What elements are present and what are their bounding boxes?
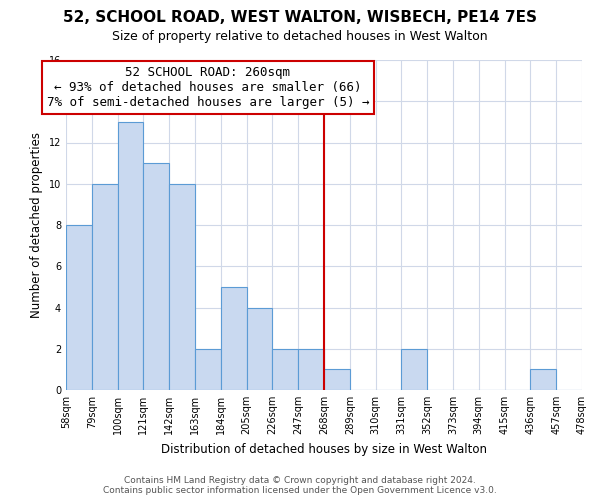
Bar xyxy=(298,349,324,390)
Bar xyxy=(221,287,247,390)
Bar xyxy=(195,349,221,390)
Text: 52, SCHOOL ROAD, WEST WALTON, WISBECH, PE14 7ES: 52, SCHOOL ROAD, WEST WALTON, WISBECH, P… xyxy=(63,10,537,25)
X-axis label: Distribution of detached houses by size in West Walton: Distribution of detached houses by size … xyxy=(161,442,487,456)
Text: Size of property relative to detached houses in West Walton: Size of property relative to detached ho… xyxy=(112,30,488,43)
Bar xyxy=(118,122,143,390)
Bar xyxy=(272,349,298,390)
Text: Contains HM Land Registry data © Crown copyright and database right 2024.
Contai: Contains HM Land Registry data © Crown c… xyxy=(103,476,497,495)
Bar xyxy=(247,308,272,390)
Bar xyxy=(530,370,556,390)
Text: 52 SCHOOL ROAD: 260sqm
← 93% of detached houses are smaller (66)
7% of semi-deta: 52 SCHOOL ROAD: 260sqm ← 93% of detached… xyxy=(47,66,369,109)
Bar xyxy=(92,184,118,390)
Bar xyxy=(66,225,92,390)
Bar xyxy=(169,184,195,390)
Bar xyxy=(401,349,427,390)
Bar xyxy=(143,163,169,390)
Bar xyxy=(324,370,350,390)
Y-axis label: Number of detached properties: Number of detached properties xyxy=(30,132,43,318)
